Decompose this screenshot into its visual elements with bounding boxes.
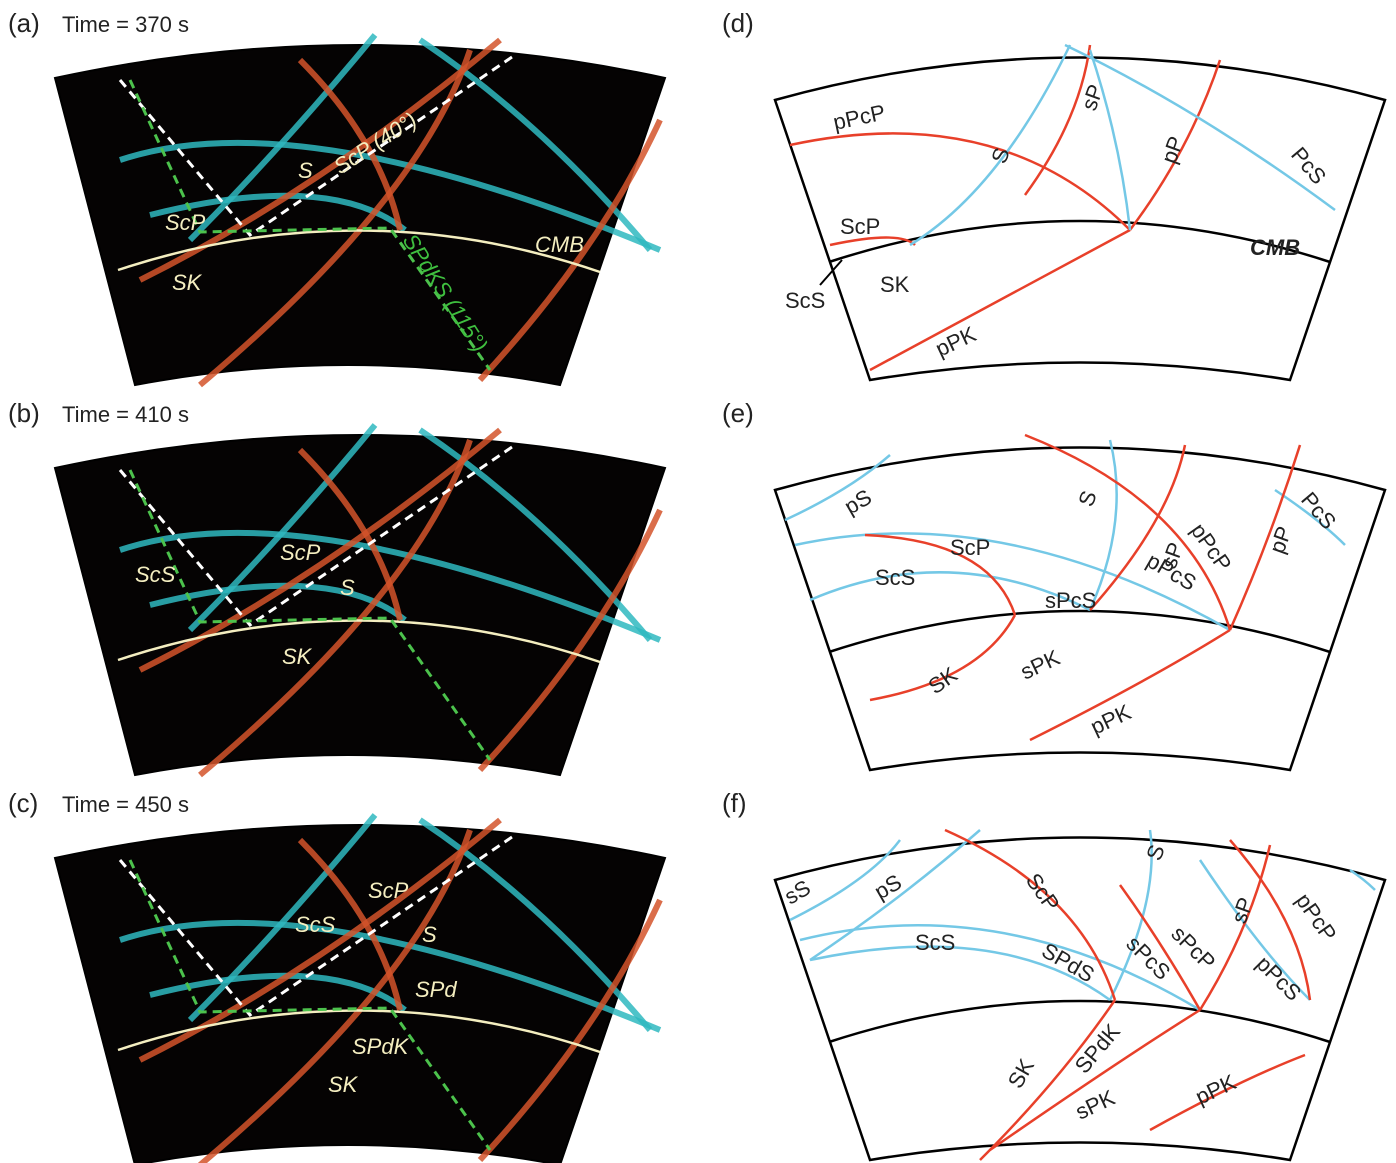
wave-label: SPd <box>415 977 457 1002</box>
panel-d: (d) pPcP sP S pP PcS ScP CMB SK ScS pPK <box>722 8 1385 380</box>
figure: (a) Time = 370 s ScP (40°) S ScP CMB SK … <box>0 0 1396 1163</box>
panel-label: (d) <box>722 8 754 38</box>
panel-title: Time = 410 s <box>62 402 189 427</box>
wave-label: ScP <box>840 214 880 239</box>
wave-label: SK <box>880 272 910 297</box>
wave-label: ScS <box>295 912 336 937</box>
panel-b: (b) Time = 410 s ScP ScS S SK <box>8 398 665 775</box>
panel-label: (e) <box>722 398 754 428</box>
wave-label: ScP <box>280 540 321 565</box>
wave-label: ScS <box>785 288 825 313</box>
wave-label: ScS <box>875 565 915 590</box>
wave-label: SPdK <box>352 1034 410 1059</box>
wave-label: S <box>422 922 437 947</box>
panel-e: (e) pS S sP pPcP pP PcS ScP ScS pPcS sPc… <box>722 398 1385 770</box>
wave-label: SK <box>328 1072 359 1097</box>
panel-a: (a) Time = 370 s ScP (40°) S ScP CMB SK … <box>8 8 665 385</box>
wave-label: S <box>340 575 355 600</box>
panel-f: (f) sS pS S ScP sP pPcP ScS SPdS sPcS sP… <box>722 788 1385 1160</box>
panel-label: (f) <box>722 788 747 818</box>
wave-label: CMB <box>535 232 584 257</box>
panel-label: (c) <box>8 788 38 818</box>
wave-label: sPcS <box>1045 588 1096 613</box>
wave-label: SK <box>282 644 313 669</box>
wave-label: ScP <box>165 210 206 235</box>
wave-label: ScP <box>368 878 409 903</box>
wave-label: S <box>298 158 313 183</box>
panel-label: (b) <box>8 398 40 428</box>
wave-label: ScS <box>135 562 176 587</box>
wave-label: CMB <box>1250 235 1300 260</box>
wave-label: ScS <box>915 930 955 955</box>
panel-title: Time = 370 s <box>62 12 189 37</box>
panel-title: Time = 450 s <box>62 792 189 817</box>
panel-c: (c) Time = 450 s ScP ScS S SPd SPdK SK <box>8 788 665 1163</box>
wave-label: SK <box>172 270 203 295</box>
wave-label: ScP <box>950 535 990 560</box>
panel-label: (a) <box>8 8 40 38</box>
